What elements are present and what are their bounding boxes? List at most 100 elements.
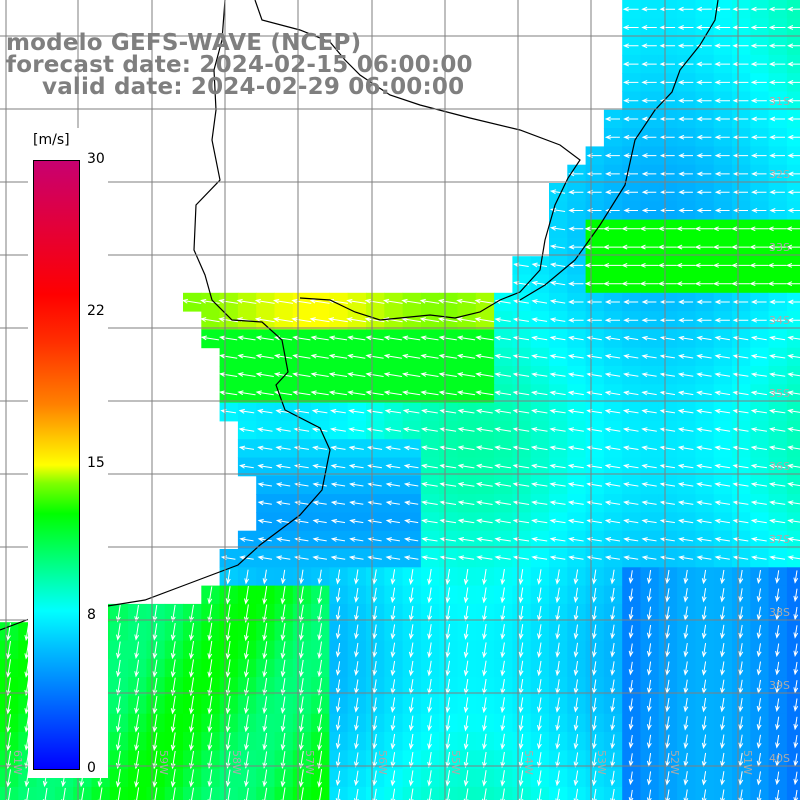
wind-arrow <box>134 678 140 696</box>
wind-arrow <box>225 714 231 733</box>
wind-arrow <box>421 537 438 542</box>
wind-arrow <box>6 677 11 697</box>
wind-arrow <box>349 482 364 488</box>
wind-arrow <box>786 244 800 250</box>
wind-arrow <box>152 641 158 660</box>
wind-arrow <box>494 537 511 542</box>
wind-arrow <box>701 697 707 713</box>
wind-arrow <box>257 555 273 561</box>
wind-arrow <box>408 660 414 677</box>
wind-arrow <box>573 624 579 640</box>
wind-arrow <box>494 372 511 378</box>
wind-arrow <box>793 661 799 676</box>
wind-arrow <box>568 226 584 232</box>
wind-arrow <box>677 390 694 396</box>
wind-arrow <box>427 788 432 800</box>
wind-arrow <box>641 372 657 378</box>
wind-arrow <box>769 98 786 104</box>
wind-arrow <box>257 537 272 542</box>
lon-label: 54W <box>522 750 535 775</box>
wind-arrow <box>696 6 712 12</box>
wind-arrow <box>568 208 584 213</box>
wind-arrow <box>732 25 749 30</box>
wind-arrow <box>768 408 786 414</box>
wind-arrow <box>694 226 714 232</box>
wind-arrow <box>696 317 712 323</box>
wind-arrow <box>677 408 694 414</box>
wind-arrow <box>694 281 714 287</box>
wind-arrow <box>330 555 346 561</box>
wind-arrow <box>115 604 121 623</box>
wind-arrow <box>512 427 530 432</box>
wind-arrow <box>665 716 671 731</box>
wind-arrow <box>365 335 384 341</box>
wind-arrow <box>732 390 749 396</box>
wind-arrow <box>372 697 378 713</box>
wind-arrow <box>537 624 542 640</box>
wind-arrow <box>677 427 694 433</box>
wind-arrow <box>604 153 620 158</box>
wind-arrow <box>421 500 438 506</box>
wind-arrow <box>537 587 542 604</box>
wind-arrow <box>347 353 366 359</box>
wind-arrow <box>335 642 341 658</box>
wind-arrow <box>537 660 542 677</box>
wind-arrow <box>237 353 256 359</box>
colorbar <box>33 160 80 770</box>
wind-arrow <box>678 335 694 341</box>
wind-arrow <box>317 604 323 623</box>
wind-arrow <box>200 298 220 304</box>
wind-arrow <box>641 445 657 451</box>
wind-arrow <box>696 427 712 433</box>
wind-arrow <box>568 317 584 323</box>
lat-label: 34S <box>769 314 790 327</box>
wind-arrow <box>646 716 652 731</box>
wind-arrow <box>299 641 304 659</box>
wind-arrow <box>482 770 487 787</box>
wind-arrow <box>372 661 378 677</box>
wind-arrow <box>134 787 140 800</box>
wind-arrow <box>660 189 675 195</box>
wind-arrow <box>372 788 378 800</box>
wind-arrow <box>573 715 579 732</box>
wind-arrow <box>756 716 762 731</box>
wind-arrow <box>641 317 657 323</box>
wind-arrow <box>573 642 579 658</box>
wind-arrow <box>291 298 312 304</box>
wind-arrow <box>720 661 725 676</box>
wind-arrow <box>696 134 712 140</box>
wind-arrow <box>280 769 286 788</box>
wind-arrow <box>207 695 213 715</box>
wind-arrow <box>500 587 506 604</box>
wind-arrow <box>549 299 566 304</box>
wind-arrow <box>463 715 469 732</box>
wind-arrow <box>408 624 414 640</box>
wind-arrow <box>603 262 622 268</box>
wind-arrow <box>207 787 213 800</box>
lat-label: 37S <box>769 533 790 546</box>
wind-arrow <box>751 189 767 195</box>
wind-arrow <box>403 482 419 488</box>
wind-arrow <box>475 427 493 432</box>
wind-arrow <box>298 787 304 800</box>
wind-arrow <box>298 751 304 770</box>
wind-arrow <box>275 537 291 542</box>
wind-arrow <box>683 716 689 731</box>
wind-arrow <box>237 335 256 341</box>
wind-arrow <box>354 697 359 713</box>
wind-arrow <box>292 372 311 377</box>
wind-arrow <box>372 569 378 585</box>
wind-arrow <box>475 482 493 487</box>
wind-arrow <box>330 427 346 432</box>
wind-cell <box>786 329 800 349</box>
wind-cell <box>786 732 800 751</box>
wind-arrow <box>152 769 158 788</box>
colorbar-tick-8: 8 <box>87 607 96 623</box>
wind-arrow <box>255 372 274 377</box>
wind-arrow <box>750 518 767 524</box>
wind-arrow <box>604 482 621 487</box>
wind-arrow <box>518 715 524 732</box>
wind-arrow <box>115 750 121 770</box>
wind-arrow <box>280 659 286 678</box>
wind-arrow <box>420 390 439 396</box>
